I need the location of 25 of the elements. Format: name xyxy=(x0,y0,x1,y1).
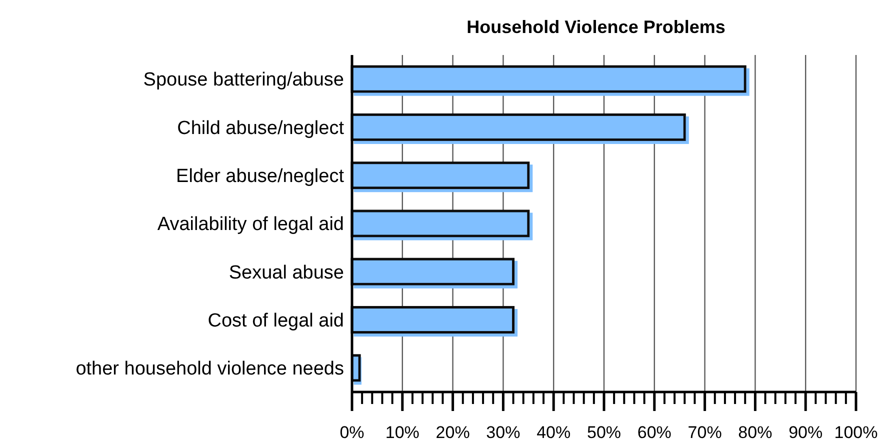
y-tick-label: Elder abuse/neglect xyxy=(176,166,345,188)
x-tick-label: 30% xyxy=(486,423,520,442)
bar xyxy=(350,306,515,334)
x-tick-label: 60% xyxy=(637,423,672,442)
y-tick-label: Availability of legal aid xyxy=(157,214,344,236)
x-tick-label: 40% xyxy=(536,423,571,442)
x-tick-label: 90% xyxy=(788,423,823,442)
bar xyxy=(350,258,515,286)
bar xyxy=(350,162,530,190)
x-tick-label: 10% xyxy=(385,423,420,442)
y-tick-label: Child abuse/neglect xyxy=(177,118,345,139)
y-tick-label: Spouse battering/abuse xyxy=(143,70,344,91)
chart-title: Household Violence Problems xyxy=(466,17,726,37)
x-tick-label: 100% xyxy=(834,423,878,442)
x-tick-label: 50% xyxy=(586,423,622,442)
y-tick-label: other household violence needs xyxy=(76,358,344,380)
y-tick-label: Sexual abuse xyxy=(228,262,344,284)
bar xyxy=(350,210,530,238)
x-tick-label: 20% xyxy=(436,423,470,442)
bar xyxy=(350,65,746,93)
x-tick-label: 0% xyxy=(340,423,364,442)
x-tick-label: 80% xyxy=(738,423,772,442)
bar xyxy=(350,113,686,141)
y-tick-label: Cost of legal aid xyxy=(208,310,344,332)
x-tick-label: 70% xyxy=(688,423,722,442)
